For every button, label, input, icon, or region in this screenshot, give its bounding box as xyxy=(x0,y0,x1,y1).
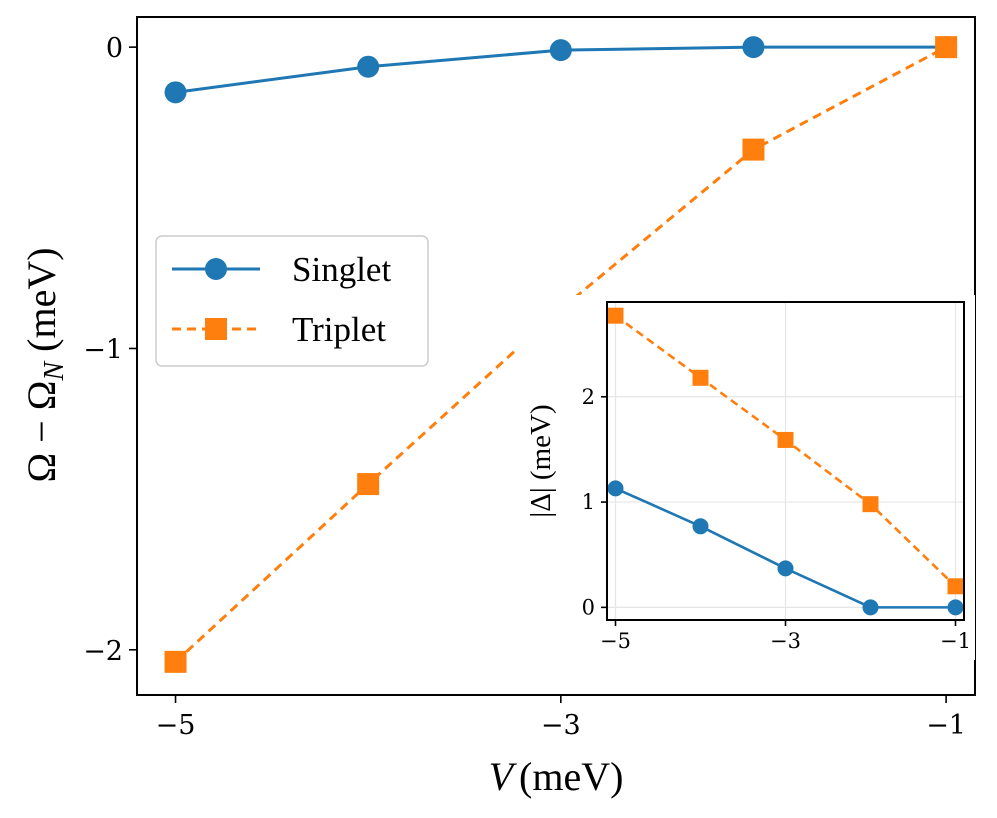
main-singlet-point xyxy=(549,39,572,62)
main-singlet-point xyxy=(164,81,187,104)
legend-triplet-marker xyxy=(205,318,227,340)
main-x-tick-label: −3 xyxy=(541,710,581,741)
main-y-tick-label: −1 xyxy=(83,334,123,365)
legend-item-singlet: Singlet xyxy=(172,250,391,289)
inset-triplet-point xyxy=(777,431,794,448)
y-axis-omega: Ω − Ω xyxy=(19,381,64,483)
main-y-tick-label: −2 xyxy=(83,636,123,667)
main-x-tick-label: −1 xyxy=(926,710,966,741)
main-triplet-point xyxy=(357,473,380,496)
inset-x-tick-label: −5 xyxy=(600,629,631,653)
y-axis-subscript: N xyxy=(39,361,70,382)
main-x-axis-title: V (meV) xyxy=(489,754,624,799)
y-axis-unit: (meV) xyxy=(19,247,64,361)
legend: Singlet Triplet xyxy=(155,235,429,367)
inset-x-tick-label: −1 xyxy=(940,629,971,653)
main-triplet-point xyxy=(935,36,958,59)
inset-singlet-point xyxy=(777,560,794,577)
inset-y-tick-label: 1 xyxy=(582,490,595,514)
inset-series-triplet xyxy=(607,307,964,595)
main-triplet-line xyxy=(174,45,947,663)
main-y-tick-label: 0 xyxy=(106,33,123,64)
legend-singlet-label: Singlet xyxy=(292,250,391,289)
legend-singlet-marker xyxy=(205,258,227,280)
legend-item-triplet: Triplet xyxy=(172,310,386,349)
x-axis-variable: V xyxy=(489,754,518,799)
main-y-axis-title: Ω − ΩN (meV) xyxy=(19,247,70,482)
legend-triplet-label: Triplet xyxy=(292,310,386,349)
inset-plot: −5 −3 −1 0 1 2 |Δ| (meV) xyxy=(515,295,975,660)
main-triplet-point xyxy=(742,138,765,161)
inset-series-singlet xyxy=(607,480,964,616)
main-singlet-point xyxy=(742,36,765,59)
inset-x-tick-label: −3 xyxy=(770,629,801,653)
inset-y-axis-title: |Δ| (meV) xyxy=(525,404,557,517)
inset-singlet-point xyxy=(607,480,624,497)
inset-triplet-point xyxy=(862,496,879,513)
inset-triplet-point xyxy=(607,307,624,324)
inset-singlet-point xyxy=(862,599,879,616)
inset-singlet-point xyxy=(692,518,709,535)
main-triplet-point xyxy=(164,650,187,673)
inset-singlet-point xyxy=(947,599,964,616)
x-axis-unit: (meV) xyxy=(519,754,623,799)
inset-y-tick-label: 2 xyxy=(582,385,595,409)
inset-triplet-point xyxy=(692,369,709,386)
inset-y-tick-label: 0 xyxy=(582,595,595,619)
inset-triplet-point xyxy=(947,578,964,595)
main-singlet-point xyxy=(357,55,380,78)
main-x-tick-label: −5 xyxy=(156,710,196,741)
